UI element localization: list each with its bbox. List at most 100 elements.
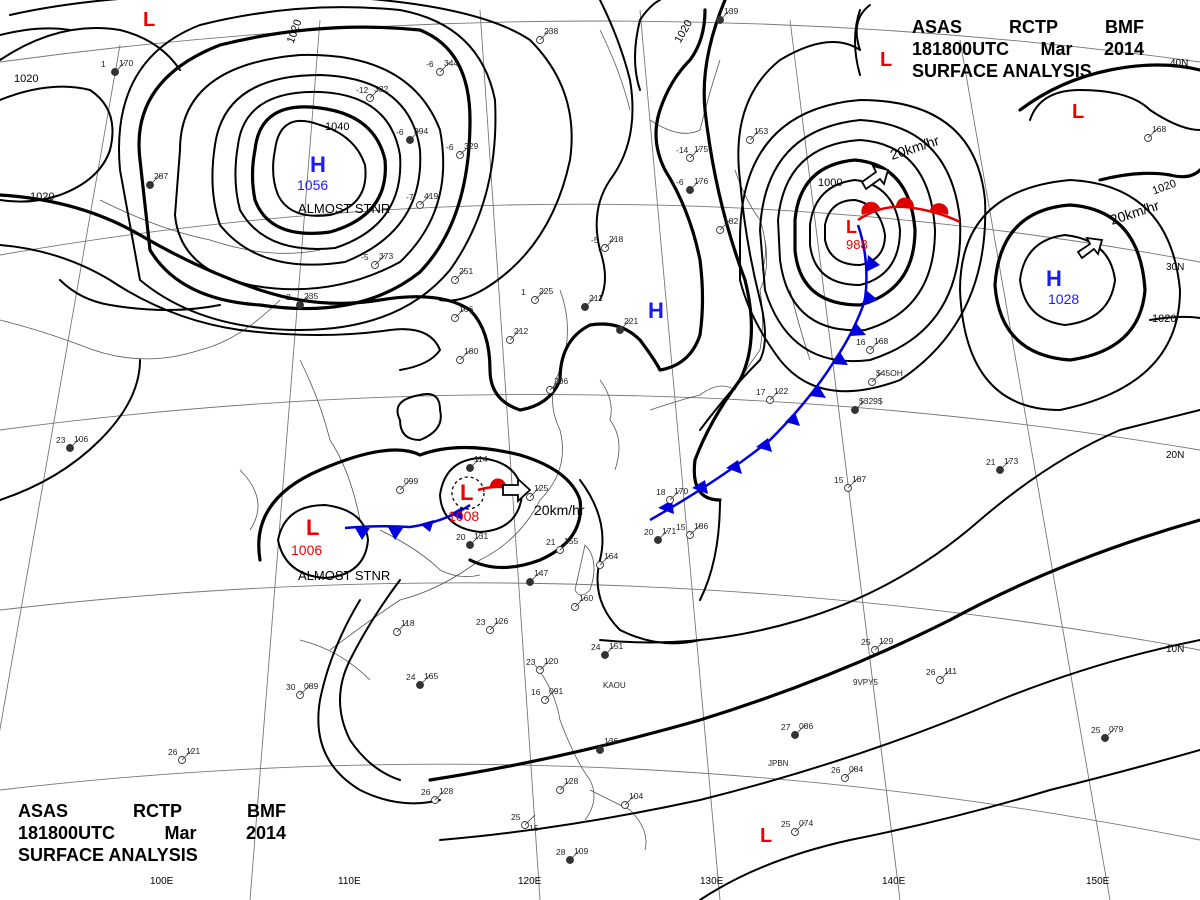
station-pressure: 114 [474, 454, 488, 464]
low-symbol: L [306, 515, 319, 540]
station-temp: 23 [526, 657, 536, 667]
lon-label: 100E [150, 876, 174, 887]
wind-barb [559, 779, 571, 791]
agency-label: ASAS [912, 17, 963, 37]
station-temp: 23 [476, 617, 486, 627]
low-symbol: L [760, 825, 772, 847]
wind-barb [396, 621, 408, 633]
wind-barb [439, 61, 451, 73]
wind-barb [299, 684, 311, 696]
station-id: 9VPY5 [853, 678, 878, 687]
station-pressure: 089 [304, 681, 318, 691]
station-pressure: 180 [464, 346, 478, 356]
station-pressure: 186 [694, 521, 708, 531]
wind-barb [409, 129, 421, 141]
lat-label: 10N [1166, 644, 1184, 655]
station-pressure: 165 [424, 671, 438, 681]
station-temp: -7 [406, 192, 414, 202]
low-symbol: L [143, 9, 155, 31]
cold-front-japan [649, 224, 880, 522]
high-symbol: H [1046, 266, 1062, 291]
high-pressure-value: 1028 [1048, 291, 1079, 307]
station-pressure: $329$ [859, 396, 883, 406]
station-id: KAOU [603, 681, 626, 690]
station-pressure: 218 [609, 234, 623, 244]
wind-barb [509, 329, 521, 341]
station-temp: 23 [56, 435, 66, 445]
station-pressure: 168 [874, 336, 888, 346]
station-pressure: 122 [774, 386, 788, 396]
station-temp: 20 [644, 527, 654, 537]
wind-barb [529, 486, 541, 498]
wind-barb [419, 194, 431, 206]
low-pressure-value: 1006 [291, 542, 322, 558]
station-pressure: 111 [944, 666, 957, 676]
station-pressure: 121 [186, 746, 200, 756]
station-pressure: 187 [852, 474, 866, 484]
station-pressure: 170 [674, 486, 688, 496]
low-symbol: L [880, 49, 892, 71]
station-pressure: 170 [119, 58, 133, 68]
station-ids: KAOU JPBN 9VPY5 [603, 678, 878, 768]
month-label: Mar [164, 823, 197, 843]
station-pressure: 118 [401, 618, 415, 628]
wind-barb [874, 639, 886, 651]
low-symbol: L [846, 217, 857, 237]
station-pressure: 168 [1152, 124, 1166, 134]
station-pressure: 182 [724, 216, 738, 226]
wind-barb [574, 596, 586, 608]
station-pressure: 126 [494, 616, 508, 626]
wind-barb [524, 814, 536, 826]
station-pressure: 104 [629, 791, 643, 801]
station-temp: 26 [831, 765, 841, 775]
station-pressure: 166 [459, 304, 473, 314]
wind-barb [559, 539, 571, 551]
station-pressure: 212 [514, 326, 528, 336]
wind-barb [544, 689, 556, 701]
lon-label: 150E [1086, 876, 1110, 887]
wind-barb [569, 849, 581, 861]
station-temp: 25 [861, 637, 871, 647]
station-pressure: 238 [544, 26, 558, 36]
wind-barb [844, 767, 856, 779]
station-temp: 15 [676, 522, 686, 532]
station-pressure: 394 [414, 126, 428, 136]
station-temp: 25 [781, 819, 791, 829]
high-pressure-value: 1056 [297, 177, 328, 193]
station-pressure: 251 [459, 266, 473, 276]
motion-label: 20km/hr [534, 502, 585, 518]
station-pressure: 373 [379, 251, 393, 261]
low-pressure-value: 1008 [448, 508, 479, 524]
high-symbol: H [648, 298, 664, 323]
station-pressure: $45OH [876, 368, 903, 378]
wind-barb [939, 669, 951, 681]
wind-barb [999, 459, 1011, 471]
station-pressure: 136 [604, 736, 618, 746]
wind-barb [657, 529, 669, 541]
station-temp: 16 [531, 687, 541, 697]
isobar-label: 1020 [30, 191, 54, 203]
wind-barb [847, 477, 859, 489]
lat-label: 20N [1166, 450, 1184, 461]
lon-label: 110E [338, 876, 361, 887]
isobar-label: 1000 [818, 177, 842, 189]
wind-barb [459, 349, 471, 361]
station-temp: 30 [286, 682, 296, 692]
station-temp: 26 [421, 787, 431, 797]
wind-barb [489, 619, 501, 631]
station-pressure: 225 [539, 286, 553, 296]
station-temp: 28 [556, 847, 566, 857]
station-pressure: 332 [374, 84, 388, 94]
wind-barb [584, 296, 596, 308]
office-label: BMF [246, 801, 286, 821]
station-pressure: 131 [474, 531, 488, 541]
wind-barb [794, 724, 806, 736]
station-temp: 27 [781, 722, 791, 732]
station-pressure: 128 [439, 786, 453, 796]
wind-barb [114, 61, 126, 73]
wind-barb [854, 399, 866, 411]
wind-barb [1147, 127, 1159, 139]
station-temp: -6 [426, 59, 434, 69]
wind-barb [534, 289, 546, 301]
station-pressure: 160 [579, 593, 593, 603]
